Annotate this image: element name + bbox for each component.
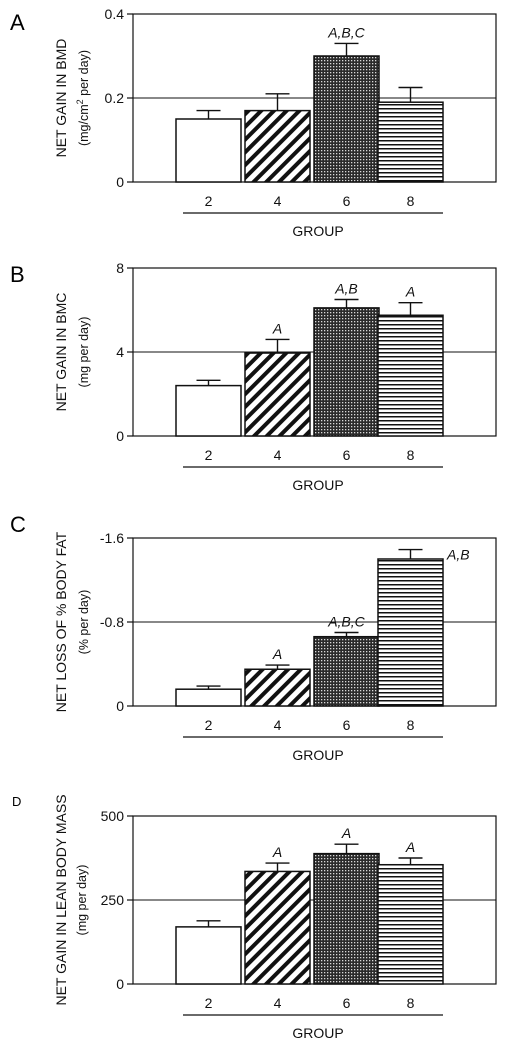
bar-group-2 — [175, 118, 242, 183]
bar-group-4 — [244, 870, 311, 985]
bar-group-6 — [313, 55, 380, 183]
significance-label: A — [272, 320, 282, 336]
y-tick-label: 500 — [101, 808, 125, 824]
significance-label: A,B — [334, 281, 358, 297]
x-category-label: 6 — [343, 447, 351, 463]
significance-label: A — [405, 839, 415, 855]
y-axis-unit: (mg per day) — [77, 317, 91, 388]
y-axis-unit: (% per day) — [77, 590, 91, 655]
y-tick-label: 250 — [101, 892, 125, 908]
y-tick-label: 4 — [116, 344, 124, 360]
y-axis-label: NET GAIN IN LEAN BODY MASS — [53, 794, 69, 1005]
panel-letter: B — [10, 262, 25, 287]
x-category-label: 6 — [343, 717, 351, 733]
x-axis-label: GROUP — [292, 747, 343, 763]
x-category-label: 2 — [205, 193, 213, 209]
bar-group-2 — [175, 384, 242, 437]
chart-panel-a: A 0 0.2 0.4 2 4 A,B,C 6 8 GROUP NET GAIN IN BMD (mg… — [10, 6, 497, 239]
y-axis-label: NET LOSS OF % BODY FAT — [53, 531, 69, 712]
y-tick-label: 0 — [116, 174, 124, 190]
bar-group-2 — [175, 688, 242, 707]
y-tick-label: -0.8 — [100, 614, 124, 630]
y-tick-label: 0 — [116, 698, 124, 714]
bar-group-4 — [244, 109, 311, 183]
panel-letter: D — [12, 794, 21, 809]
bar-group-4 — [244, 352, 311, 437]
significance-label: A,B,C — [327, 614, 365, 630]
x-axis-label: GROUP — [292, 223, 343, 239]
x-category-label: 4 — [274, 193, 282, 209]
y-axis-label: NET GAIN IN BMD — [53, 39, 69, 158]
bar-group-2 — [175, 926, 242, 985]
x-category-label: 8 — [407, 193, 415, 209]
bar-group-4 — [244, 668, 311, 707]
x-category-label: 4 — [274, 995, 282, 1011]
significance-label: A,B,C — [327, 24, 365, 40]
x-axis-label: GROUP — [292, 1025, 343, 1041]
bar-group-6 — [313, 635, 380, 707]
y-tick-label: 0 — [116, 428, 124, 444]
bar-group-8 — [377, 558, 444, 707]
bar-group-6 — [313, 852, 380, 985]
x-category-label: 8 — [407, 717, 415, 733]
x-category-label: 8 — [407, 995, 415, 1011]
chart-panel-c: C 0 -0.8 -1.6 2 A 4 A,B,C 6 A,B 8 GROUP NET LOSS OF … — [10, 512, 497, 763]
panel-letter: C — [10, 512, 26, 537]
significance-label: A — [341, 825, 351, 841]
bar-group-6 — [313, 307, 380, 437]
x-category-label: 6 — [343, 193, 351, 209]
x-category-label: 4 — [274, 447, 282, 463]
x-category-label: 2 — [205, 717, 213, 733]
panel-letter: A — [10, 10, 25, 35]
x-category-label: 6 — [343, 995, 351, 1011]
x-category-label: 8 — [407, 447, 415, 463]
chart-panel-d: D 0 250 500 2 A 4 A 6 A 8 GROUP NET GAIN IN LEAN BOD… — [12, 794, 497, 1041]
significance-label: A — [405, 284, 415, 300]
significance-label: A — [272, 844, 282, 860]
significance-label: A — [272, 646, 282, 662]
bar-group-8 — [377, 314, 444, 437]
y-axis-label: NET GAIN IN BMC — [53, 293, 69, 412]
y-tick-label: 0 — [116, 976, 124, 992]
y-axis-unit: (mg/cm2 per day) — [75, 50, 91, 146]
y-axis-unit: (mg per day) — [75, 865, 89, 936]
x-category-label: 2 — [205, 995, 213, 1011]
significance-label: A,B — [446, 547, 470, 563]
chart-panel-b: B 0 4 8 2 A 4 A,B 6 A 8 GROUP NET GAIN IN BMC (mg per… — [10, 260, 497, 493]
bar-group-8 — [377, 863, 444, 985]
x-category-label: 4 — [274, 717, 282, 733]
y-tick-label: -1.6 — [100, 530, 124, 546]
x-axis-label: GROUP — [292, 477, 343, 493]
y-tick-label: 0.4 — [105, 6, 125, 22]
x-category-label: 2 — [205, 447, 213, 463]
y-tick-label: 0.2 — [105, 90, 125, 106]
bar-group-8 — [377, 101, 444, 183]
y-tick-label: 8 — [116, 260, 124, 276]
